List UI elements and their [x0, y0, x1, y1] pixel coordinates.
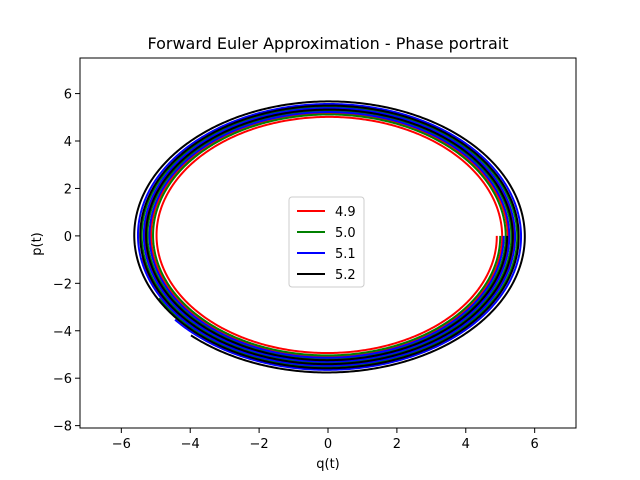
legend: 4.9 5.0 5.1 5.2 [288, 196, 365, 288]
axes-layer: −6 −4 −2 0 2 4 6 −8 −6 −4 −2 0 2 4 6 [53, 57, 577, 452]
x-tick-label: 2 [393, 437, 401, 452]
legend-box [288, 196, 365, 288]
x-tick-label: −2 [250, 437, 269, 452]
x-tick-label: −4 [181, 437, 200, 452]
y-tick-label: −4 [53, 325, 72, 340]
y-tick-label: −6 [53, 372, 72, 387]
x-tick-label: −6 [112, 437, 131, 452]
chart-title: Forward Euler Approximation - Phase port… [147, 34, 508, 53]
x-tick-label: 0 [324, 437, 332, 452]
y-tick-label: −2 [53, 277, 72, 292]
legend-label-5.0: 5.0 [335, 226, 356, 241]
y-axis-label: p(t) [30, 232, 45, 256]
x-tick-label: 6 [531, 437, 539, 452]
series-line-5.1 [136, 103, 523, 371]
legend-label-5.1: 5.1 [335, 247, 356, 262]
legend-label-4.9: 4.9 [335, 205, 356, 220]
y-tick-label: 2 [64, 182, 72, 197]
legend-label-5.2: 5.2 [335, 268, 356, 283]
series-layer [133, 100, 526, 374]
x-axis-label: q(t) [316, 457, 340, 472]
series-line-5.2 [133, 100, 526, 374]
y-tick-label: 0 [64, 230, 72, 245]
x-tick-label: 4 [462, 437, 470, 452]
y-tick-label: −8 [53, 420, 72, 435]
y-tick-label: 4 [64, 135, 72, 150]
y-tick-label: 6 [64, 88, 72, 103]
